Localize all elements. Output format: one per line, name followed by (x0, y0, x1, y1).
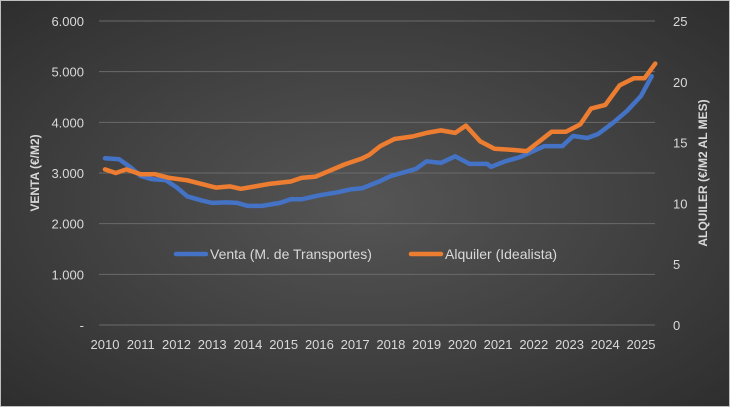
y-tick-label: 4.000 (51, 115, 84, 130)
x-tick-label: 2012 (162, 337, 191, 352)
x-tick-label: 2016 (305, 337, 334, 352)
y-axis-title: VENTA (€/M2) (28, 134, 42, 211)
x-tick-label: 2015 (269, 337, 298, 352)
x-tick-label: 2011 (127, 337, 155, 352)
y2-tick-label: 25 (673, 14, 687, 29)
x-tick-label: 2020 (448, 337, 477, 352)
y2-tick-label: 10 (673, 196, 687, 211)
series-line-1 (102, 61, 658, 192)
y2-tick-label: 5 (673, 257, 680, 272)
x-tick-label: 2021 (484, 337, 513, 352)
y-tick-label: 1.000 (51, 267, 84, 282)
x-tick-label: 2017 (341, 337, 370, 352)
x-tick-label: 2018 (376, 337, 405, 352)
y-tick-label: 2.000 (51, 217, 84, 232)
y-tick-label: 3.000 (51, 166, 84, 181)
x-tick-label: 2024 (591, 337, 620, 352)
y2-tick-label: 0 (673, 318, 680, 333)
y2-axis-title: ALQUILER (€/M2 AL MES) (696, 99, 710, 246)
legend-label: Venta (M. de Transportes) (210, 246, 372, 262)
x-tick-label: 2025 (627, 337, 656, 352)
x-tick-label: 2013 (198, 337, 227, 352)
y-tick-label: 6.000 (51, 14, 84, 29)
y-tick-label: - (80, 318, 84, 333)
x-tick-label: 2019 (412, 337, 441, 352)
x-tick-label: 2014 (233, 337, 262, 352)
y-tick-label: 5.000 (51, 65, 84, 80)
legend-label: Alquiler (Idealista) (445, 246, 557, 262)
series-line-0 (102, 73, 654, 209)
x-tick-label: 2023 (555, 337, 584, 352)
y2-tick-label: 20 (673, 75, 687, 90)
x-tick-label: 2010 (91, 337, 120, 352)
y2-tick-label: 15 (673, 136, 687, 151)
x-tick-label: 2022 (519, 337, 548, 352)
